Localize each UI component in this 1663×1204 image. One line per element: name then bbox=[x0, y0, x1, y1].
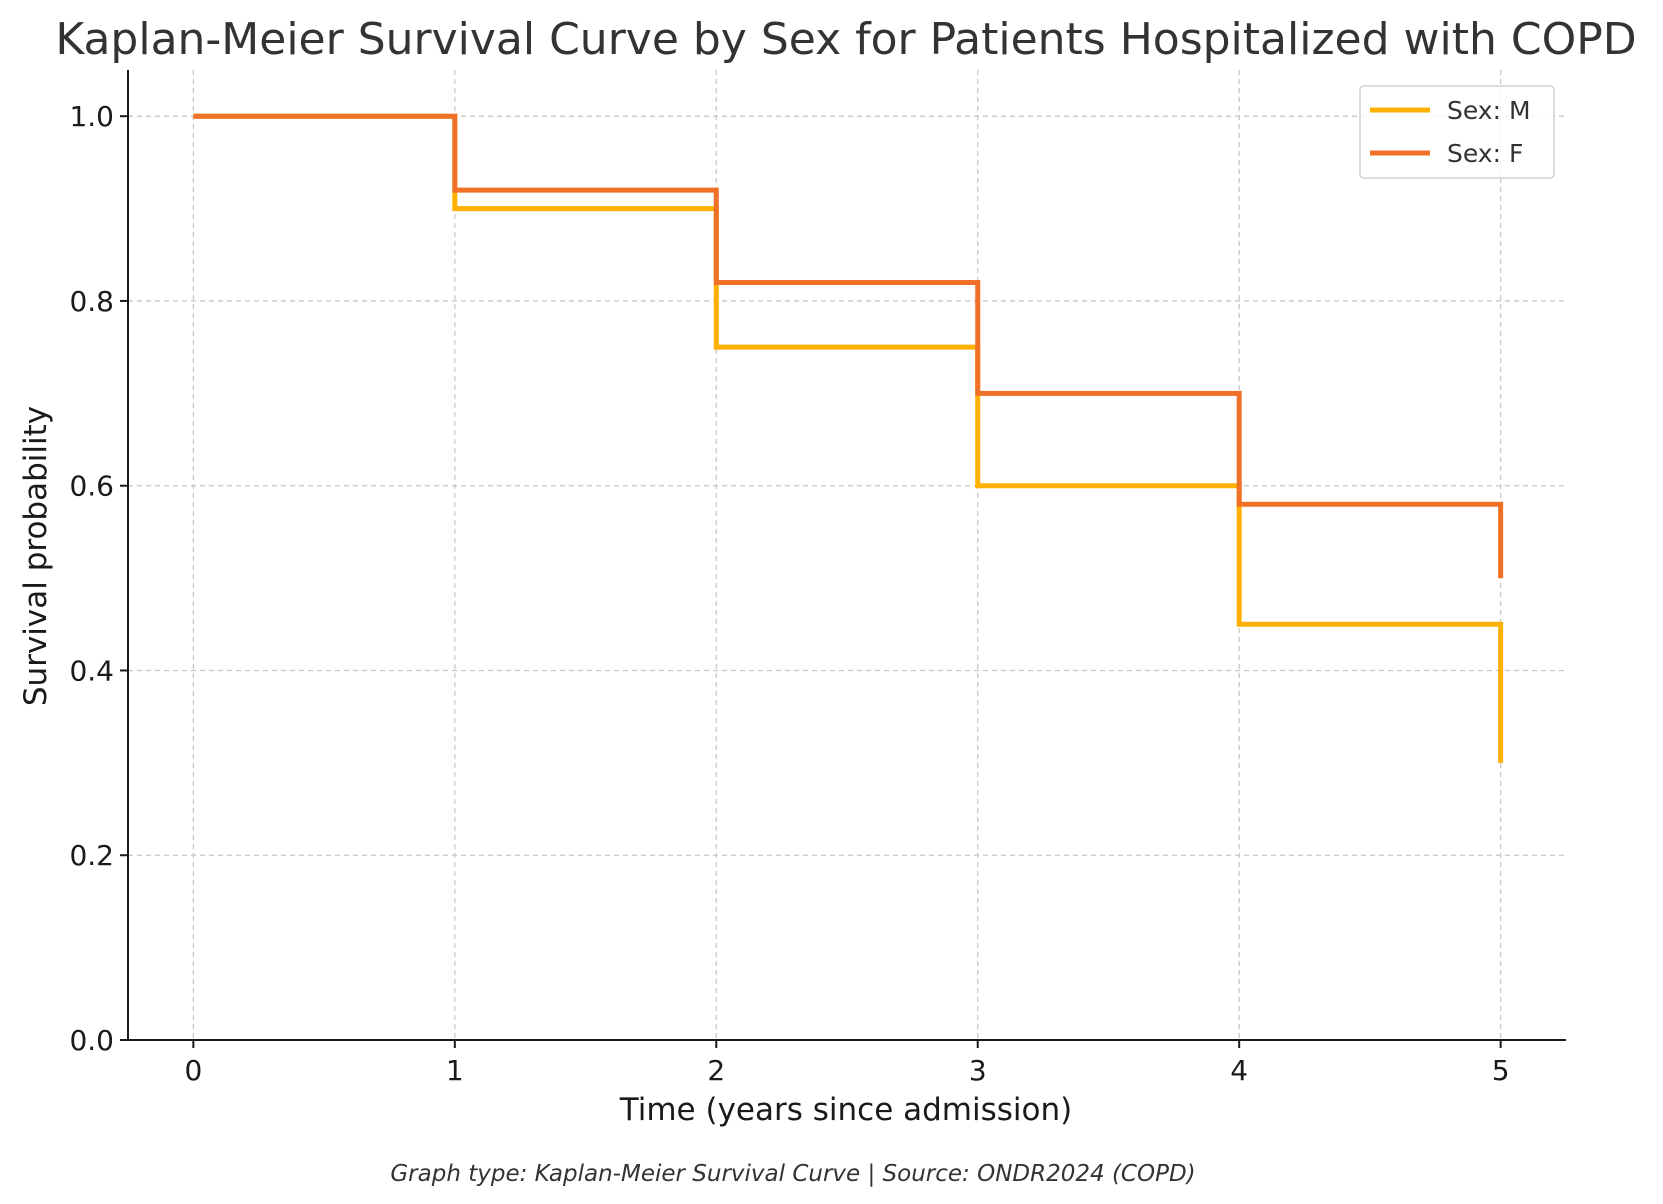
series-line-female bbox=[193, 113, 1504, 579]
legend-label: Sex: M bbox=[1447, 96, 1531, 125]
x-tick-label: 1 bbox=[446, 1054, 464, 1087]
y-axis-label: Survival probability bbox=[18, 406, 54, 706]
legend: Sex: M Sex: F bbox=[1359, 85, 1555, 179]
y-tick-label: 0.0 bbox=[69, 1024, 114, 1057]
x-tick-label: 0 bbox=[184, 1054, 202, 1087]
x-tick-label: 2 bbox=[707, 1054, 725, 1087]
y-tick-label: 0.2 bbox=[69, 839, 114, 872]
y-tick-label: 1.0 bbox=[69, 100, 114, 133]
ticks: 0 1 2 3 4 5 0.0 0.2 0.4 0.6 0.8 1.0 bbox=[69, 100, 1509, 1087]
y-tick-label: 0.4 bbox=[69, 654, 114, 687]
x-tick-label: 4 bbox=[1230, 1054, 1248, 1087]
x-tick-label: 5 bbox=[1492, 1054, 1510, 1087]
series-layer bbox=[193, 113, 1504, 763]
series-line-male bbox=[193, 113, 1504, 763]
legend-label: Sex: F bbox=[1447, 139, 1523, 168]
grid bbox=[128, 70, 1566, 1041]
y-tick-label: 0.8 bbox=[69, 285, 114, 318]
chart-title: Kaplan-Meier Survival Curve by Sex for P… bbox=[55, 14, 1636, 65]
x-tick-label: 3 bbox=[969, 1054, 987, 1087]
x-axis-label: Time (years since admission) bbox=[619, 1092, 1072, 1128]
y-tick-label: 0.6 bbox=[69, 470, 114, 503]
chart-caption: Graph type: Kaplan-Meier Survival Curve … bbox=[390, 1161, 1195, 1187]
